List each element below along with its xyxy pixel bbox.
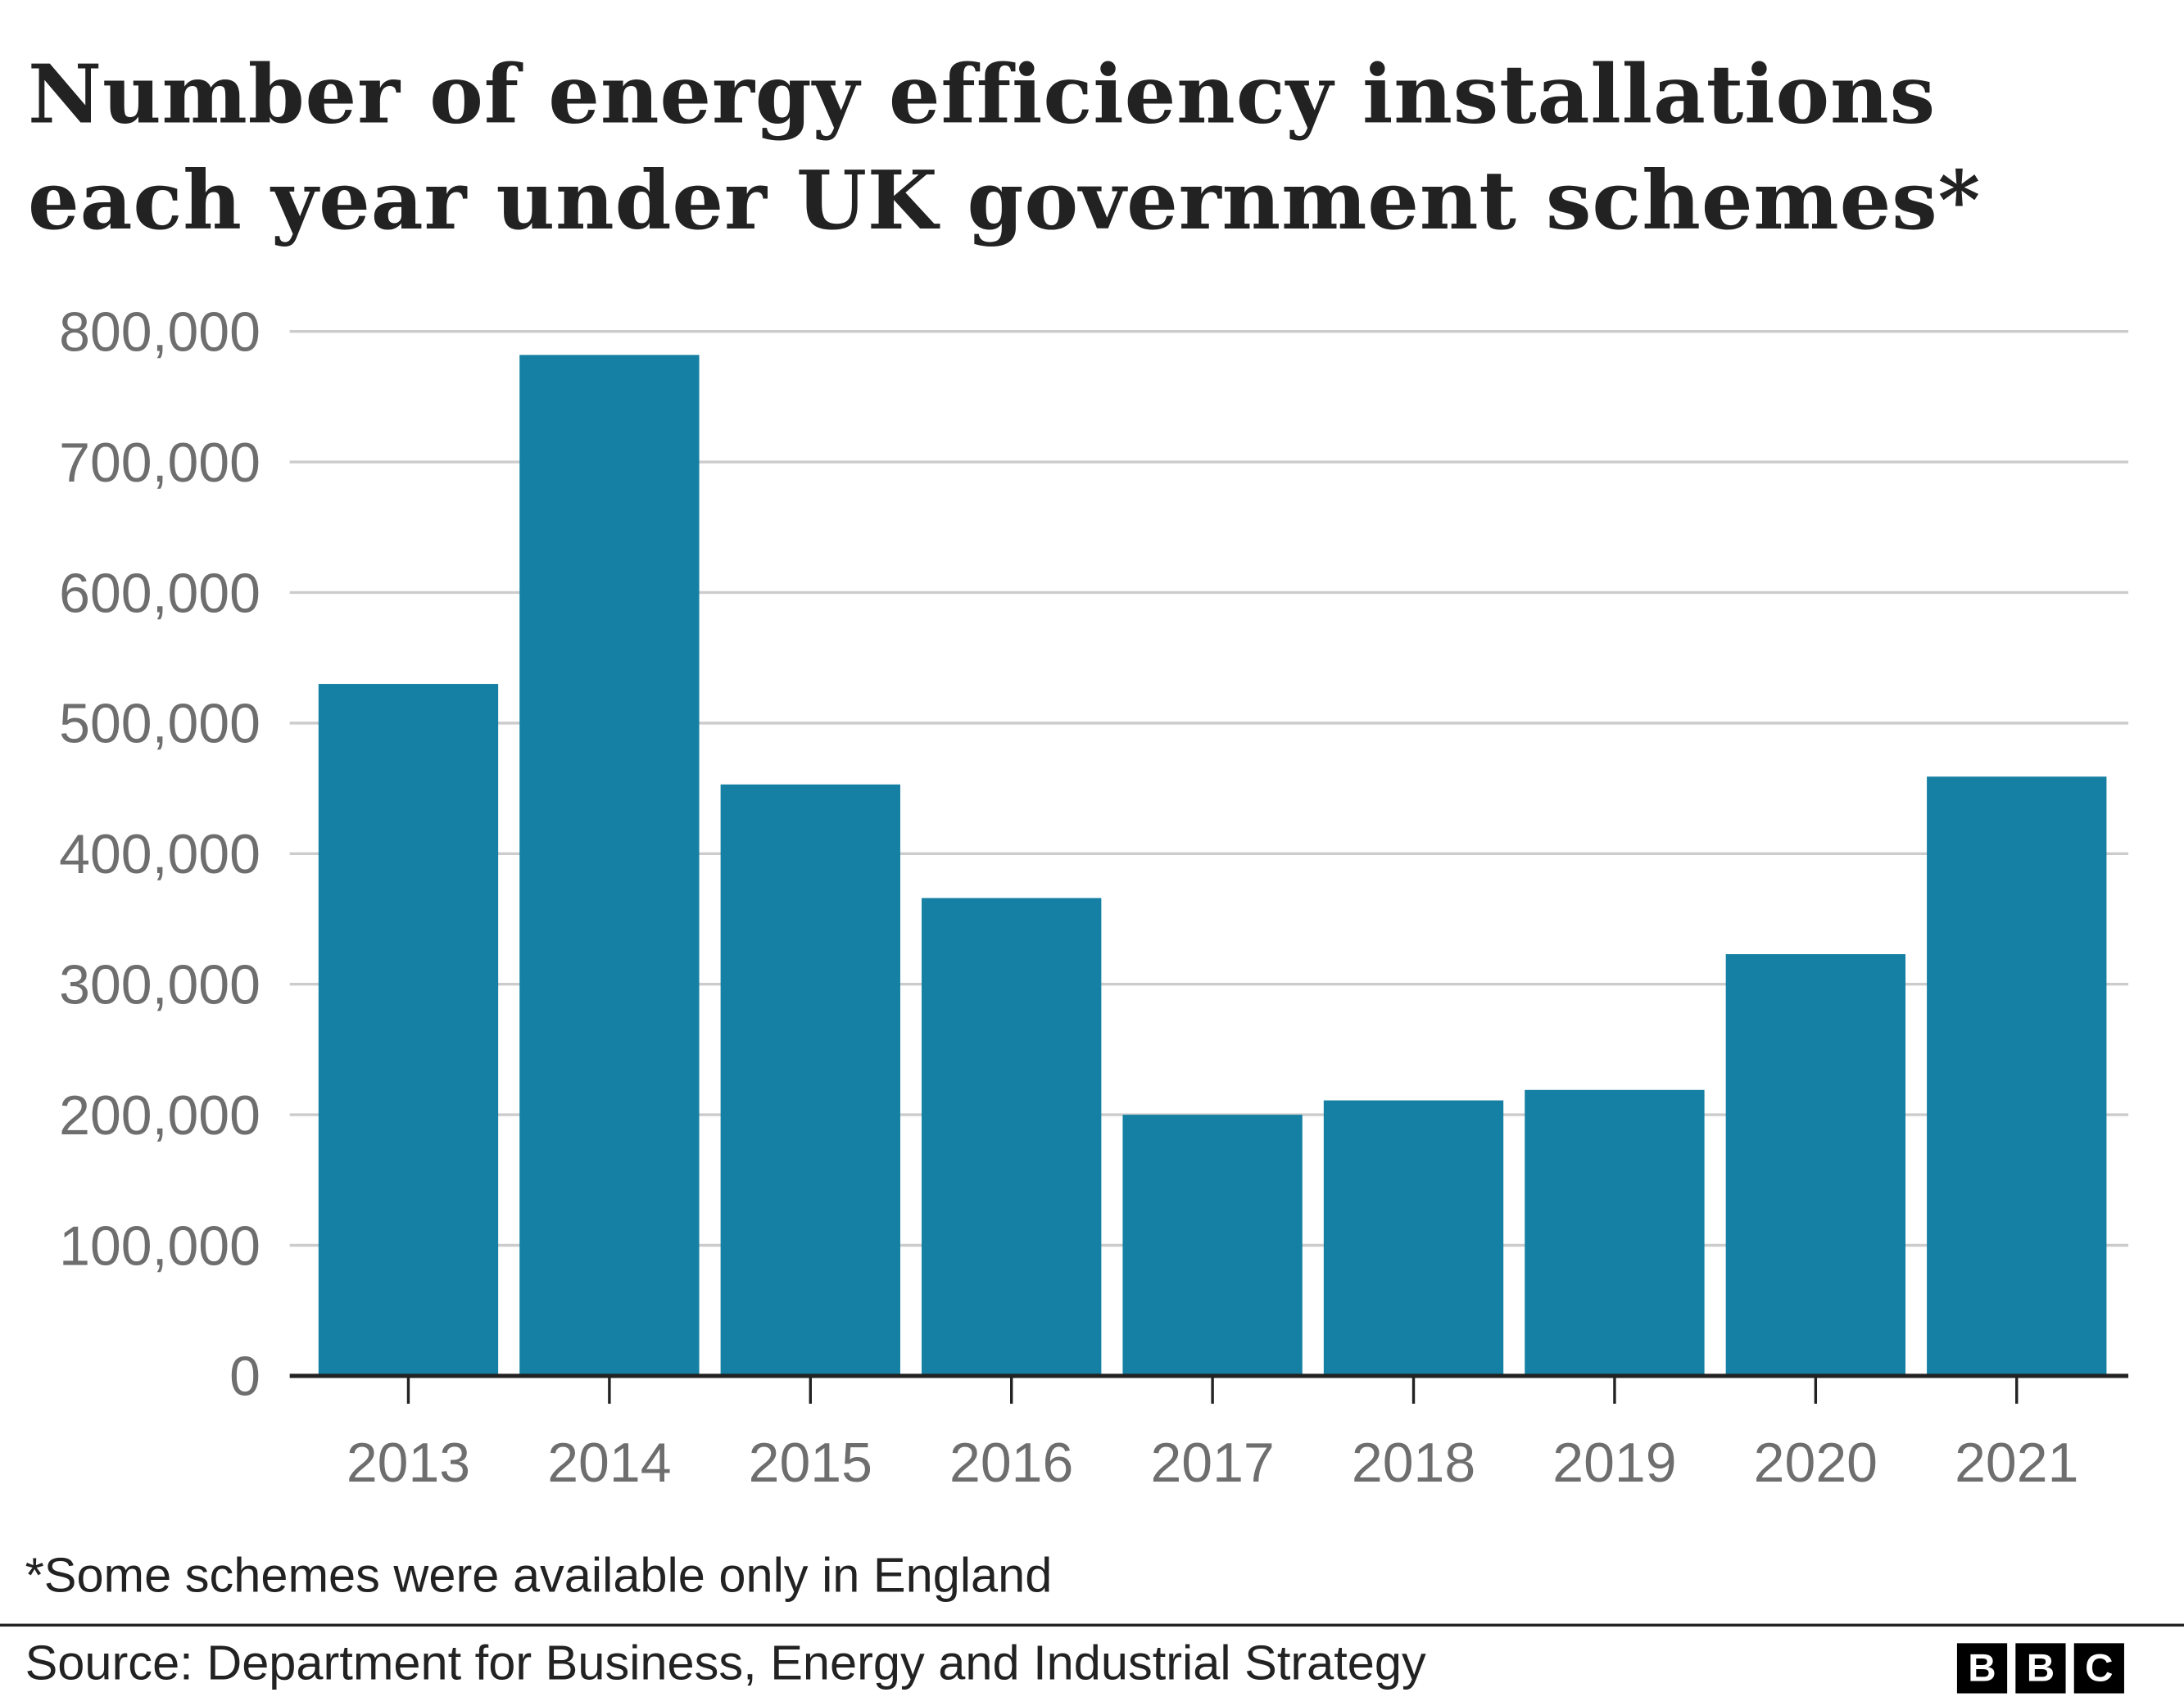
logo-letter: B bbox=[2015, 1643, 2066, 1694]
x-tick-label: 2013 bbox=[347, 1432, 470, 1494]
chart-title: Number of energy efficiency installation… bbox=[28, 47, 1982, 248]
x-tick-label: 2016 bbox=[949, 1432, 1073, 1494]
footnote: *Some schemes were available only in Eng… bbox=[25, 1548, 1053, 1604]
y-tick-label: 200,000 bbox=[59, 1084, 261, 1147]
y-tick-label: 100,000 bbox=[59, 1215, 261, 1277]
x-tick-label: 2019 bbox=[1552, 1432, 1676, 1494]
bar-2015 bbox=[720, 784, 900, 1376]
x-tick-label: 2018 bbox=[1352, 1432, 1475, 1494]
source-note: Source: Department for Business, Energy … bbox=[25, 1636, 1426, 1691]
y-tick-label: 800,000 bbox=[59, 301, 261, 363]
bar-2013 bbox=[318, 684, 499, 1376]
x-tick-label: 2014 bbox=[547, 1432, 671, 1494]
x-tick-label: 2020 bbox=[1754, 1432, 1878, 1494]
bar-2021 bbox=[1927, 776, 2107, 1376]
x-tick-label: 2015 bbox=[749, 1432, 872, 1494]
bar-2019 bbox=[1525, 1089, 1705, 1376]
y-tick-label: 300,000 bbox=[59, 953, 261, 1016]
x-tick-label: 2021 bbox=[1955, 1432, 2078, 1494]
logo-letter: B bbox=[1956, 1643, 2008, 1694]
bar-2014 bbox=[519, 355, 700, 1376]
y-tick-label: 400,000 bbox=[59, 823, 261, 885]
y-tick-label: 700,000 bbox=[59, 432, 261, 494]
y-tick-label: 500,000 bbox=[59, 693, 261, 755]
y-tick-label: 0 bbox=[229, 1346, 261, 1408]
y-tick-label: 600,000 bbox=[59, 562, 261, 624]
bar-2017 bbox=[1122, 1115, 1303, 1376]
bbc-logo: B B C bbox=[1956, 1643, 2124, 1694]
bar-2018 bbox=[1323, 1100, 1504, 1376]
x-tick-label: 2017 bbox=[1150, 1432, 1274, 1494]
logo-letter: C bbox=[2073, 1643, 2124, 1694]
bar-2020 bbox=[1725, 954, 1906, 1376]
divider bbox=[0, 1623, 2184, 1627]
bar-2016 bbox=[922, 898, 1102, 1376]
